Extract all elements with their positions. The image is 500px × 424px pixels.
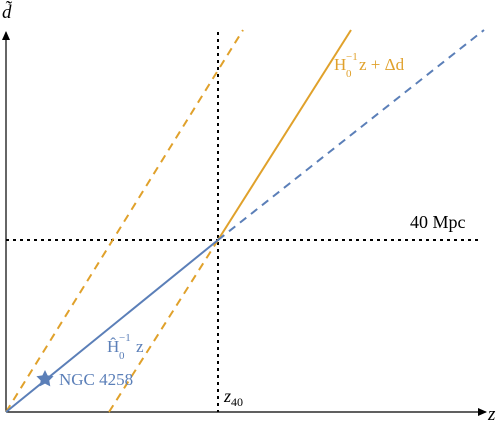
ngc4258-star-icon: [36, 370, 54, 387]
ngc4258-label: NGC 4258: [59, 370, 133, 389]
blue-line-label: Ĥ −1 0 z: [107, 332, 144, 362]
z40-main: z: [223, 386, 231, 406]
orange-label-rest: z + Δd: [359, 55, 405, 74]
blue-label-sub: 0: [119, 350, 125, 362]
orange-label-sub: 0: [346, 68, 352, 80]
orange-dashed-upper: [5, 29, 244, 413]
orange-dashed-lower: [108, 239, 219, 413]
blue-label-rest: z: [136, 337, 144, 356]
distance-label: 40 Mpc: [410, 212, 466, 232]
blue-label-h: Ĥ: [107, 337, 119, 356]
z40-label: z40: [223, 386, 243, 409]
blue-label-sup: −1: [119, 332, 131, 344]
z40-sub: 40: [231, 395, 243, 409]
y-axis-label: d̃: [2, 1, 13, 23]
orange-line-label: H −1 0 z + Δd: [334, 51, 405, 80]
orange-solid-line: [217, 29, 352, 241]
x-axis-label: z: [487, 404, 496, 424]
orange-label-h: H: [334, 55, 346, 74]
blue-dashed-line: [217, 29, 485, 241]
orange-label-sup: −1: [346, 51, 358, 63]
